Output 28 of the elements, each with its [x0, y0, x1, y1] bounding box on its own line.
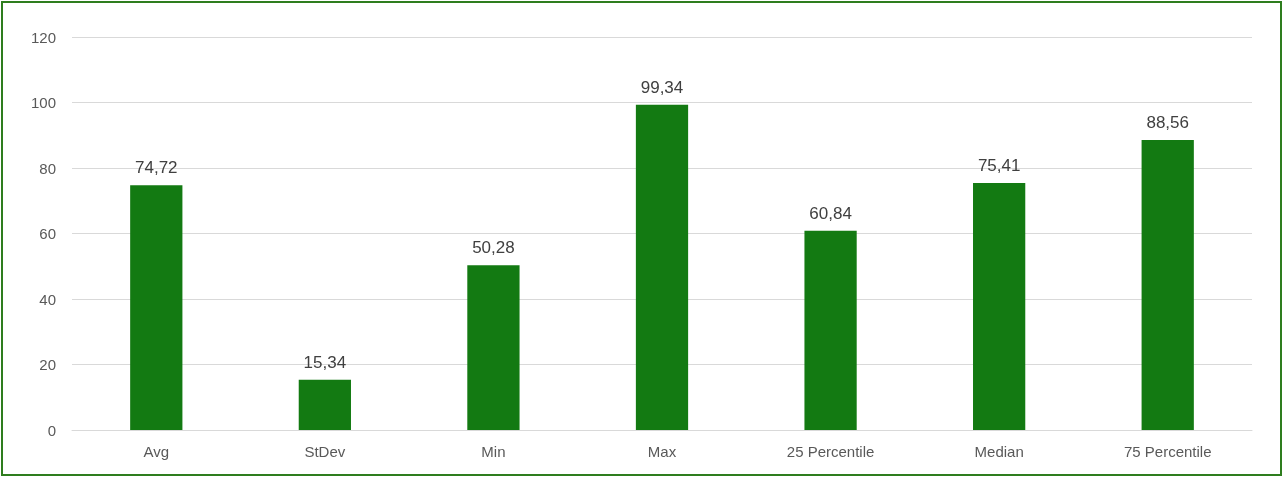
x-tick-label: StDev: [304, 443, 346, 460]
x-tick-label: Max: [647, 443, 677, 460]
bar: [635, 104, 689, 430]
y-tick-label: 60: [39, 225, 56, 242]
y-tick-label: 100: [30, 94, 56, 111]
bar: [130, 185, 183, 430]
x-tick-label: 25 Percentile: [786, 443, 875, 460]
x-tick-label: Avg: [143, 443, 170, 460]
bar: [804, 230, 857, 430]
x-tick-label: Median: [974, 443, 1024, 460]
x-tick-label: 75 Percentile: [1123, 443, 1212, 460]
bar: [298, 379, 351, 430]
y-tick-label: 0: [47, 421, 56, 439]
data-label: 50,28: [472, 238, 515, 258]
y-tick-label: 20: [39, 356, 56, 373]
bar: [973, 183, 1026, 430]
y-tick-label: 120: [30, 28, 56, 46]
data-label: 88,56: [1146, 112, 1189, 132]
data-label: 75,41: [977, 156, 1021, 176]
data-label: 15,34: [303, 352, 347, 372]
bar: [467, 265, 520, 430]
y-tick-label: 40: [39, 290, 56, 308]
data-label: 74,72: [135, 158, 178, 178]
data-label: 60,84: [809, 203, 852, 223]
y-tick-label: 80: [39, 159, 56, 177]
bar: [1141, 139, 1194, 430]
data-label: 99,34: [640, 77, 684, 97]
x-tick-label: Min: [481, 443, 506, 460]
